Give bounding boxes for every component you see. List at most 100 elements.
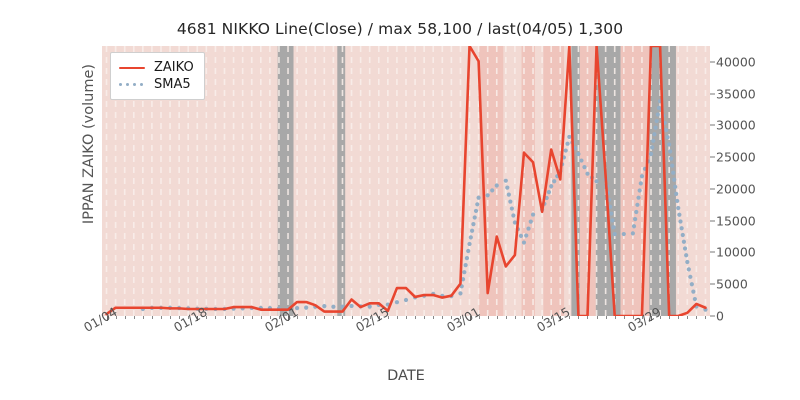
sma5-dot: [633, 217, 638, 222]
sma5-dot: [304, 305, 309, 310]
y-tick-mark: [710, 93, 715, 95]
x-tick-minor: [351, 316, 353, 319]
sma5-dot: [630, 231, 635, 236]
sma5-dot: [677, 212, 682, 217]
sma5-dot: [609, 211, 614, 216]
x-tick-minor: [660, 316, 662, 319]
sma5-dot: [665, 135, 670, 140]
sma5-dot: [612, 231, 617, 237]
sma5-dot: [473, 208, 479, 214]
sma5-dot: [673, 184, 678, 189]
sma5-dot: [458, 291, 463, 296]
sma5-dot: [579, 158, 584, 163]
sma5-dot: [470, 228, 475, 233]
sma5-dot: [490, 188, 495, 193]
sma5-dot: [631, 224, 637, 229]
x-tick-major: [378, 316, 380, 321]
y-tick-label: 30000: [716, 117, 756, 133]
y-tick-mark: [710, 156, 715, 158]
x-tick-minor: [215, 316, 217, 319]
sma5-dot: [653, 125, 658, 130]
y-tick-label: 25000: [716, 149, 756, 165]
legend-label-sma5: SMA5: [154, 77, 191, 92]
zaiko-line: [105, 46, 707, 316]
sma5-dot: [692, 296, 697, 302]
x-tick-minor: [133, 316, 135, 319]
x-tick-major: [651, 316, 652, 321]
sma5-dot: [684, 253, 689, 258]
legend-dotted-line-icon: [119, 79, 145, 91]
sma5-dot: [576, 151, 581, 157]
sma5-dot: [688, 274, 693, 279]
x-tick-minor: [260, 316, 262, 319]
sma5-dot: [340, 304, 345, 309]
plot-svg: [105, 46, 708, 316]
sma5-dot: [403, 297, 409, 303]
sma5-dot: [582, 165, 587, 170]
sma5-dot: [637, 188, 642, 193]
x-tick-minor: [278, 316, 280, 319]
y-axis-label-wrap: IPPAN ZAIKO (volume): [58, 46, 97, 316]
x-tick-minor: [632, 316, 634, 319]
sma5-dot: [639, 174, 645, 179]
x-tick-minor: [533, 316, 535, 319]
x-tick-minor: [406, 316, 407, 319]
y-tick-mark: [710, 188, 715, 190]
sma5-dot: [485, 193, 490, 198]
x-tick-minor: [306, 316, 308, 319]
sma5-dot: [521, 240, 527, 245]
sma5-dot: [585, 171, 590, 176]
x-tick-minor: [297, 316, 299, 319]
sma5-dot: [608, 204, 613, 209]
sma5-dot: [680, 232, 685, 238]
sma5-dot: [467, 241, 472, 247]
x-tick-minor: [542, 316, 544, 319]
background-band: [521, 46, 535, 316]
chart-title: 4681 NIKKO Line(Close) / max 58,100 / la…: [176, 20, 624, 38]
x-tick-minor: [170, 316, 172, 319]
sma5-dot: [650, 145, 655, 150]
x-tick-minor: [605, 316, 607, 319]
x-tick-major: [469, 316, 471, 321]
sma5-dot: [652, 132, 657, 137]
x-tick-major: [106, 316, 108, 321]
sma5-dot: [674, 191, 679, 196]
sma5-dot: [565, 141, 570, 146]
x-tick-minor: [569, 316, 571, 319]
x-tick-minor: [669, 316, 671, 319]
x-tick-minor: [151, 316, 153, 319]
sma5-dot: [508, 199, 513, 204]
x-tick-minor: [206, 316, 208, 319]
sma5-dot: [494, 183, 499, 188]
x-tick-minor: [142, 316, 144, 319]
sma5-dot: [295, 306, 300, 311]
sma5-dot: [460, 277, 466, 282]
background-band: [277, 46, 294, 316]
x-tick-minor: [478, 316, 480, 319]
sma5-dot: [691, 289, 696, 294]
sma5-dot: [463, 263, 468, 268]
chart-legend: ZAIKO SMA5: [110, 52, 205, 100]
sma5-dot: [667, 142, 672, 147]
sma5-dot: [322, 303, 327, 309]
sma5-dot: [468, 235, 473, 240]
x-tick-minor: [687, 316, 689, 319]
y-tick-mark: [710, 61, 715, 63]
sma5-dot: [675, 198, 680, 204]
sma5-dot: [611, 225, 616, 230]
y-tick-label: 15000: [716, 213, 756, 229]
x-tick-minor: [487, 316, 489, 319]
x-tick-minor: [242, 316, 244, 319]
sma5-dot: [511, 213, 516, 218]
sma5-dot: [567, 134, 572, 139]
sma5-dot: [471, 222, 476, 227]
sma5-dot: [610, 218, 615, 223]
x-tick-minor: [705, 316, 707, 319]
sma5-dot: [512, 220, 517, 225]
x-tick-minor: [179, 316, 181, 319]
x-tick-minor: [641, 316, 643, 319]
sma5-dot: [655, 112, 660, 117]
sma5-dot: [573, 146, 578, 151]
sma5-dot: [681, 239, 687, 244]
